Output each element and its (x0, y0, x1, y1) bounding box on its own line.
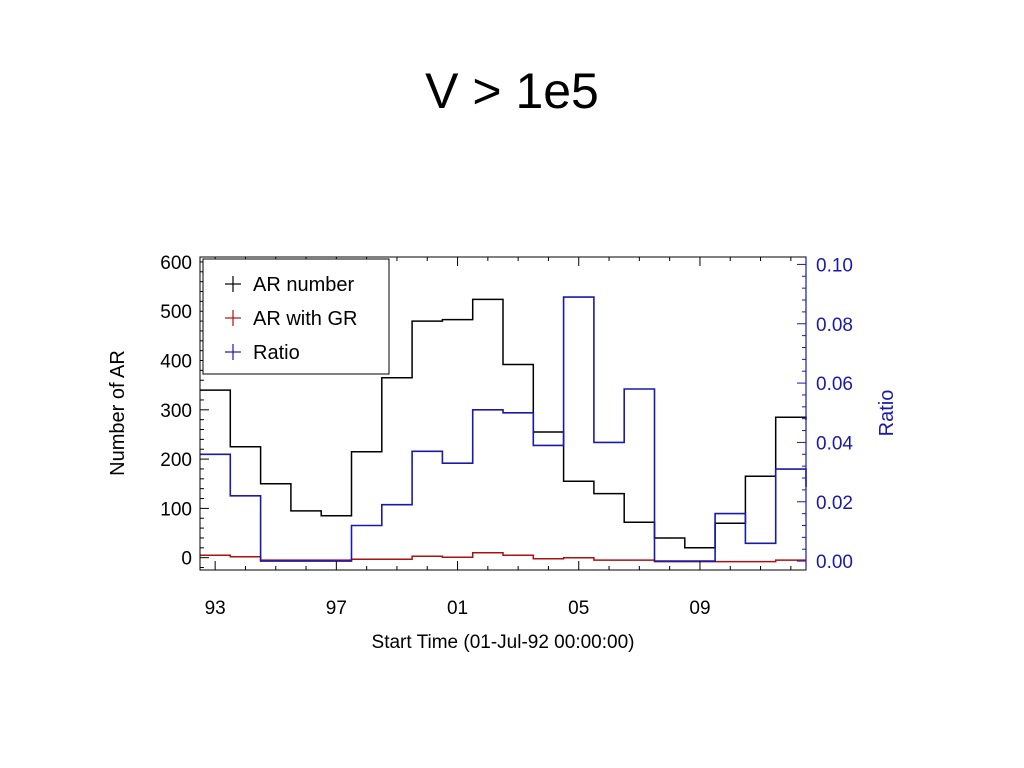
y-left-tick-label: 400 (160, 352, 192, 373)
legend-label: Ratio (253, 342, 300, 364)
y-right-tick-label: 0.02 (816, 493, 853, 514)
x-tick-label: 93 (205, 598, 226, 619)
y-axis-right-title: Ratio (876, 390, 898, 437)
y-left-tick-label: 600 (160, 253, 192, 274)
y-left-tick-label: 300 (160, 401, 192, 422)
y-left-tick-label: 200 (160, 450, 192, 471)
y-right-tick-label: 0.06 (816, 374, 853, 395)
y-left-tick-label: 100 (160, 499, 192, 520)
x-tick-label: 97 (326, 598, 347, 619)
legend-label: AR with GR (253, 308, 357, 330)
y-right-tick-label: 0.10 (816, 255, 853, 276)
y-axis-left-title: Number of AR (107, 350, 129, 476)
y-right-tick-label: 0.08 (816, 315, 853, 336)
slide-title: V > 1e5 (425, 63, 599, 119)
y-left-tick-label: 500 (160, 302, 192, 323)
legend-box (202, 258, 390, 375)
y-right-tick-label: 0.00 (816, 552, 853, 573)
y-left-tick-label: 0 (181, 549, 192, 570)
x-tick-label: 01 (447, 598, 468, 619)
x-tick-label: 09 (689, 598, 710, 619)
legend-label: AR number (253, 274, 354, 296)
series-line-ratio (200, 296, 807, 562)
x-tick-label: 05 (568, 598, 589, 619)
x-axis-title: Start Time (01-Jul-92 00:00:00) (372, 632, 635, 653)
y-right-tick-label: 0.04 (816, 433, 853, 454)
